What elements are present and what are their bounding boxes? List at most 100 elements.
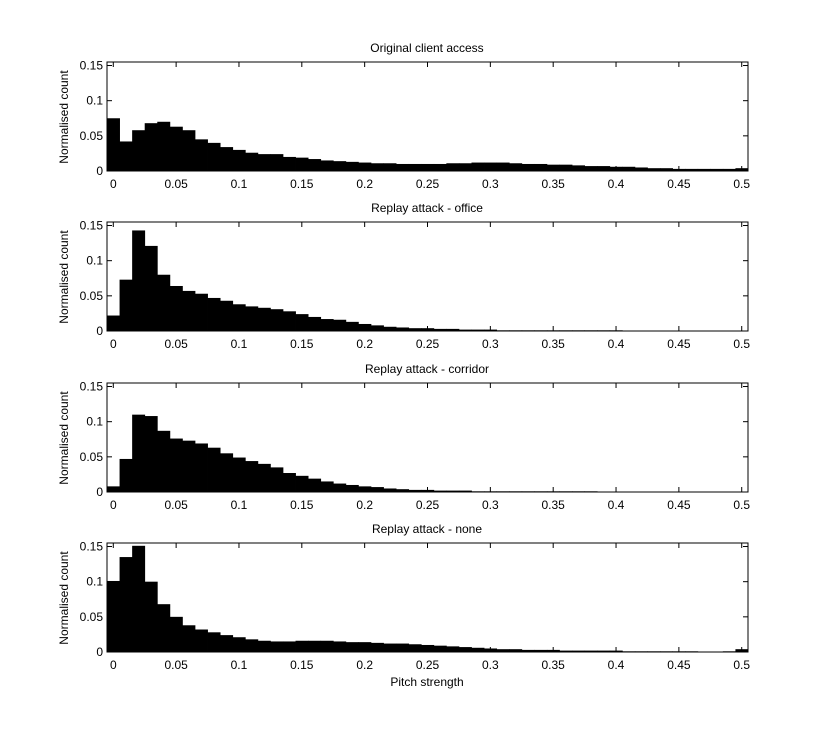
- subplot-2-yticks: 0 0.05 0.1 0.15: [80, 219, 748, 338]
- bar: [458, 163, 472, 171]
- bar: [496, 649, 510, 652]
- bar: [446, 163, 460, 171]
- subplot-4: Replay attack - none Normalised count 00…: [57, 522, 750, 689]
- subplot-4-frame: [106, 542, 749, 653]
- bar: [559, 650, 573, 652]
- bar: [383, 488, 397, 492]
- bar: [308, 478, 322, 492]
- bar: [119, 141, 133, 171]
- bar: [308, 159, 322, 171]
- bar: [370, 487, 384, 492]
- bar: [584, 650, 598, 652]
- bar: [446, 646, 460, 652]
- bar: [169, 126, 183, 171]
- subplot-4-xticks: 0 0.05 0.1 0.15 0.2 0.25 0.3 0.35 0.4 0.45 0.5: [110, 543, 750, 672]
- bar: [157, 121, 171, 171]
- bar: [572, 650, 586, 652]
- subplot-3-bars: [107, 414, 598, 492]
- bar: [320, 319, 334, 331]
- y-tick-label: 0.1: [86, 575, 103, 589]
- subplot-4-bars: [107, 545, 749, 652]
- bar: [383, 326, 397, 331]
- y-tick-label: 0.1: [86, 94, 103, 108]
- bar: [521, 649, 535, 652]
- bar: [370, 642, 384, 652]
- bar: [132, 545, 146, 652]
- subplot-2-xticks: 0 0.05 0.1 0.15 0.2 0.25 0.3 0.35 0.4 0.45 0.5: [110, 222, 750, 351]
- x-tick-label: 0.1: [231, 658, 248, 672]
- bar: [345, 642, 359, 652]
- x-tick-label: 0: [110, 337, 117, 351]
- bar: [207, 142, 221, 171]
- x-tick-label: 0.4: [608, 658, 625, 672]
- bar: [408, 163, 422, 171]
- bar: [132, 230, 146, 331]
- bar: [345, 484, 359, 492]
- bar: [194, 629, 208, 652]
- x-tick-label: 0.25: [416, 498, 440, 512]
- y-tick-label: 0.15: [80, 59, 104, 73]
- x-tick-label: 0.3: [482, 658, 499, 672]
- bar: [257, 307, 271, 331]
- bar: [157, 604, 171, 652]
- bar: [597, 650, 611, 652]
- bar: [257, 640, 271, 652]
- bar: [710, 168, 724, 171]
- bar: [232, 637, 246, 652]
- bar: [182, 290, 196, 331]
- x-tick-label: 0.2: [356, 498, 373, 512]
- bar: [534, 163, 548, 171]
- x-tick-label: 0.1: [231, 177, 248, 191]
- bar: [245, 152, 259, 171]
- x-tick-label: 0.15: [290, 177, 314, 191]
- bar: [320, 640, 334, 652]
- bar: [433, 490, 447, 492]
- x-tick-label: 0.5: [733, 498, 750, 512]
- subplot-2-ylabel: Normalised count: [57, 230, 71, 324]
- bar: [383, 163, 397, 171]
- bar: [207, 447, 221, 492]
- y-tick-label: 0.15: [80, 540, 104, 554]
- x-tick-label: 0.05: [164, 177, 188, 191]
- bar: [333, 483, 347, 492]
- x-tick-label: 0.5: [733, 177, 750, 191]
- bar: [144, 245, 158, 331]
- bar: [220, 635, 234, 652]
- bar: [559, 164, 573, 171]
- x-tick-label: 0.05: [164, 658, 188, 672]
- subplot-3-xticks: 0 0.05 0.1 0.15 0.2 0.25 0.3 0.35 0.4 0.45 0.5: [110, 383, 750, 512]
- bar: [396, 489, 410, 492]
- bar: [333, 641, 347, 652]
- bar: [270, 154, 284, 171]
- x-tick-label: 0.15: [290, 658, 314, 672]
- bar: [270, 309, 284, 331]
- bar: [458, 490, 472, 492]
- bar: [458, 329, 472, 331]
- bar: [295, 314, 309, 331]
- bar: [295, 640, 309, 652]
- y-tick-label: 0.1: [86, 415, 103, 429]
- subplot-4-xlabel: Pitch strength: [390, 675, 463, 689]
- subplot-3-frame: [106, 382, 749, 493]
- bar: [408, 328, 422, 331]
- bar: [257, 154, 271, 171]
- bar: [144, 416, 158, 492]
- y-tick-label: 0.05: [80, 610, 104, 624]
- subplot-4-ylabel: Normalised count: [57, 551, 71, 645]
- bar: [458, 647, 472, 652]
- bar: [295, 475, 309, 492]
- bar: [534, 649, 548, 652]
- bar: [220, 300, 234, 331]
- x-tick-label: 0.15: [290, 498, 314, 512]
- bar: [320, 481, 334, 492]
- x-tick-label: 0: [110, 658, 117, 672]
- subplot-1-yticks: 0 0.05 0.1 0.15: [80, 59, 748, 178]
- subplot-3-ylabel: Normalised count: [57, 391, 71, 485]
- bar: [245, 461, 259, 492]
- x-tick-label: 0.3: [482, 498, 499, 512]
- y-tick-label: 0: [96, 645, 103, 659]
- subplot-1: Original client access Normalised count …: [57, 41, 750, 191]
- bar: [232, 457, 246, 492]
- bar: [295, 157, 309, 171]
